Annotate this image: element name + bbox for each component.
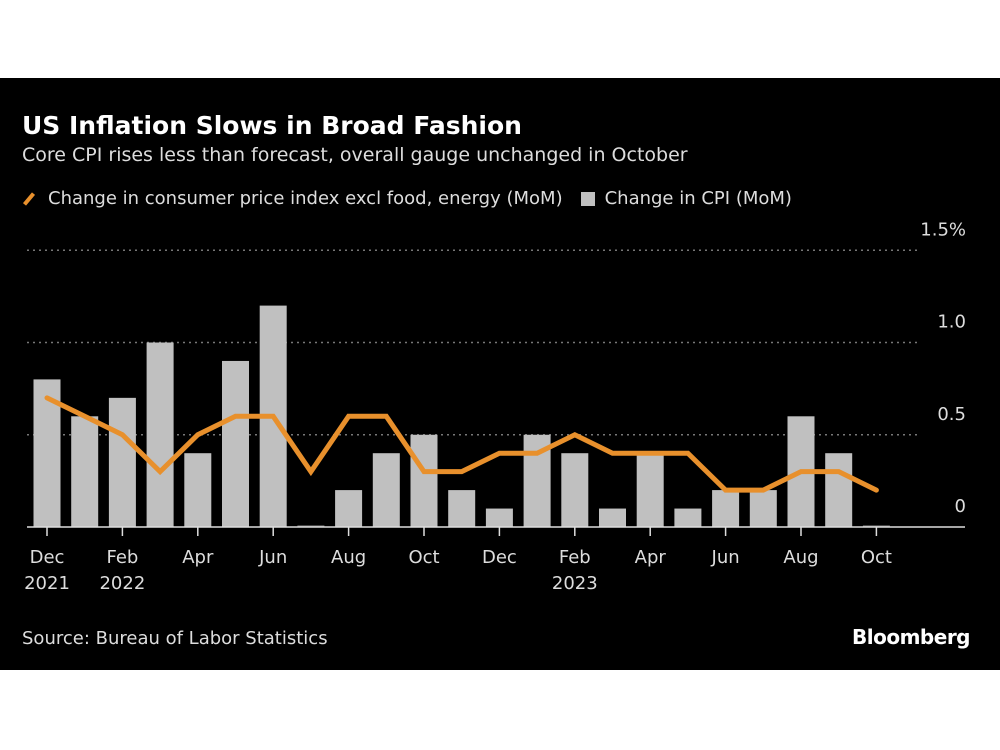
x-tick-year-label: 2023 [552,573,598,594]
bar [372,453,400,527]
y-tick-label: 1.0 [937,312,966,333]
bar [448,490,476,527]
x-tick-label: Dec [482,547,517,568]
x-tick-year-label: 2022 [99,573,145,594]
bar [561,453,589,527]
bar [636,453,664,527]
x-tick-label: Aug [783,547,818,568]
legend: Change in consumer price index excl food… [22,188,810,209]
bar [712,490,740,527]
core-cpi-line [44,395,879,493]
bar [71,416,99,527]
legend-item-cpi: Change in CPI (MoM) [580,188,792,209]
chart-subtitle: Core CPI rises less than forecast, overa… [22,144,688,166]
bar [108,397,136,527]
legend-label: Change in consumer price index excl food… [48,188,563,209]
x-tick-label: Jun [258,547,287,568]
bar [485,508,513,527]
x-tick-label: Feb [559,547,591,568]
bar [674,508,702,527]
y-tick-label: 0 [955,496,966,517]
bar [825,453,853,527]
x-tick-label: Dec [30,547,65,568]
source-note: Source: Bureau of Labor Statistics [22,628,328,649]
bar [410,434,438,527]
bar [146,342,174,527]
x-tick-label: Apr [182,547,214,568]
legend-item-core-cpi: Change in consumer price index excl food… [22,188,563,209]
x-tick-label: Aug [331,547,366,568]
bar [599,508,626,527]
bar-swatch-icon [580,191,595,206]
bar [222,360,249,527]
y-tick-label: 1.5% [920,219,966,240]
bar [335,490,363,527]
bar [749,490,777,527]
chart-title: US Inflation Slows in Broad Fashion [22,111,522,140]
x-tick-label: Feb [106,547,138,568]
legend-label: Change in CPI (MoM) [604,188,792,209]
x-tick-label: Jun [711,547,740,568]
bar [184,453,212,527]
bloomberg-logo: Bloomberg [852,625,970,649]
x-tick-label: Oct [408,547,439,568]
x-tick-label: Oct [861,547,892,568]
x-tick-year-label: 2021 [24,573,70,594]
y-tick-label: 0.5 [937,404,966,425]
x-tick-label: Apr [635,547,667,568]
